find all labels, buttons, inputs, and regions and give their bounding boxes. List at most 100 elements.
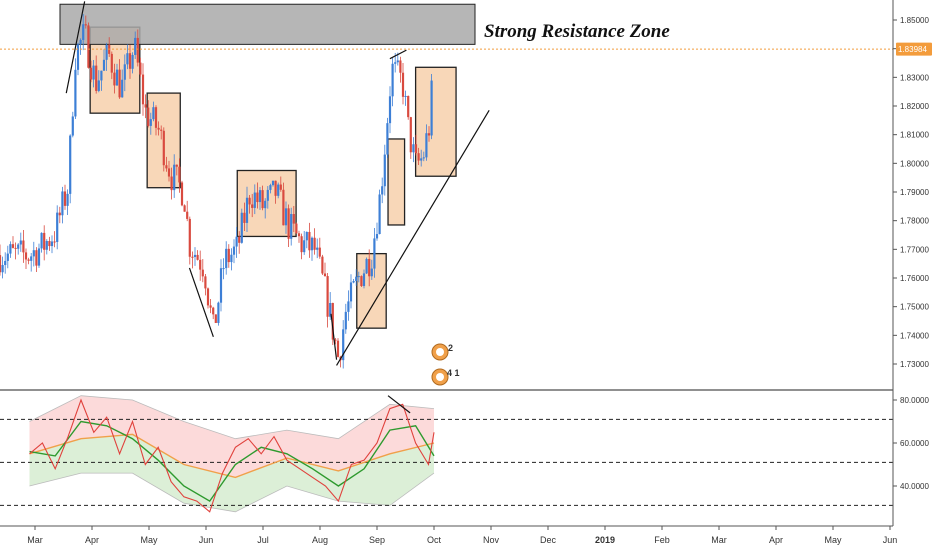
oscillator-tick-label: 60.0000 <box>900 439 929 448</box>
candle <box>287 204 290 248</box>
event-badges[interactable]: 2 4 1 <box>431 343 460 386</box>
candle <box>123 54 126 92</box>
candle <box>27 257 30 265</box>
time-tick-label: Jun <box>883 535 898 545</box>
candle <box>318 237 321 259</box>
candle-body <box>232 246 236 255</box>
candle-body <box>22 240 25 253</box>
signal-line <box>29 420 435 503</box>
candle <box>266 186 269 209</box>
candle-body <box>381 186 384 195</box>
time-tick-label: Apr <box>769 535 783 545</box>
candle-body <box>45 241 48 250</box>
candle-body <box>269 185 272 190</box>
candle <box>118 59 121 99</box>
candle-body <box>284 208 288 226</box>
candle <box>240 208 243 244</box>
candle-body <box>248 197 251 205</box>
candle <box>134 31 137 59</box>
candle-body <box>310 237 314 251</box>
candle <box>191 251 194 269</box>
candle <box>30 252 33 272</box>
candle <box>219 259 223 312</box>
candle <box>290 207 293 246</box>
candle-body <box>360 276 363 287</box>
candle <box>186 200 189 222</box>
candle <box>40 232 43 253</box>
candle-body <box>245 197 249 223</box>
candle <box>22 230 25 263</box>
band-lower-line <box>29 472 435 513</box>
candle-body <box>303 240 306 253</box>
time-tick-label: Mar <box>27 535 43 545</box>
candle-body <box>326 276 329 317</box>
candlestick-series <box>0 14 433 369</box>
candle <box>183 204 186 212</box>
time-tick-label: Dec <box>540 535 557 545</box>
candle-body <box>193 254 197 258</box>
candle-body <box>128 53 132 69</box>
candle-body <box>219 268 223 303</box>
oscillator-axis[interactable]: 80.0000 60.0000 40.0000 <box>893 396 929 491</box>
candle <box>427 126 431 142</box>
time-tick-label: Apr <box>85 535 99 545</box>
candle <box>6 245 9 269</box>
trendline <box>188 267 214 337</box>
candle <box>360 275 363 287</box>
candle-body <box>264 200 267 209</box>
candle-body <box>425 133 428 158</box>
candle <box>193 247 197 266</box>
candle <box>43 225 46 261</box>
price-tick-label: 1.80000 <box>900 159 929 168</box>
candle-body <box>110 53 113 73</box>
candle <box>48 236 51 251</box>
candle <box>201 259 204 283</box>
candle-body <box>149 119 152 126</box>
candle-body <box>222 268 225 270</box>
candle-body <box>375 234 379 239</box>
candle-body <box>27 259 30 261</box>
candle <box>420 149 423 167</box>
time-tick-label: Sep <box>369 535 385 545</box>
event-badge[interactable]: 2 <box>431 343 453 361</box>
candle-body <box>178 166 181 183</box>
event-badge[interactable]: 4 1 <box>431 368 460 386</box>
candle <box>144 94 147 119</box>
candle <box>95 55 98 94</box>
candle <box>310 236 314 261</box>
candle-body <box>230 254 233 263</box>
time-axis[interactable]: Mar Apr May Jun Jul Aug Sep Oct Nov Dec 2019 Feb Mar… <box>0 525 898 545</box>
candle-body <box>167 168 171 177</box>
candle <box>102 49 106 71</box>
time-tick-label: 2019 <box>595 535 615 545</box>
candle-body <box>362 273 366 287</box>
candle-body <box>24 252 28 260</box>
candle-body <box>253 192 256 208</box>
candle <box>412 137 415 163</box>
candle-body <box>386 123 389 155</box>
candle <box>303 230 306 255</box>
candle <box>373 228 376 278</box>
candle-body <box>6 253 9 261</box>
candle-body <box>297 233 301 237</box>
time-tick-label: May <box>140 535 158 545</box>
price-tick-label: 1.75000 <box>900 303 929 312</box>
candle-body <box>17 244 20 249</box>
time-tick-label: Jul <box>257 535 269 545</box>
candle <box>180 180 184 207</box>
price-tick-label: 1.82000 <box>900 102 929 111</box>
candle-body <box>201 269 204 277</box>
candle <box>305 231 308 249</box>
candle <box>230 248 233 271</box>
candle <box>0 244 2 276</box>
event-badge-count: 4 1 <box>447 368 460 378</box>
candle <box>113 63 116 94</box>
consolidation-box <box>414 66 457 177</box>
candle <box>66 189 69 215</box>
candle-body <box>204 276 207 289</box>
candle-body <box>355 276 358 281</box>
candle <box>284 201 288 234</box>
candle <box>58 206 61 224</box>
candle <box>4 252 7 274</box>
candle-body <box>316 247 319 250</box>
